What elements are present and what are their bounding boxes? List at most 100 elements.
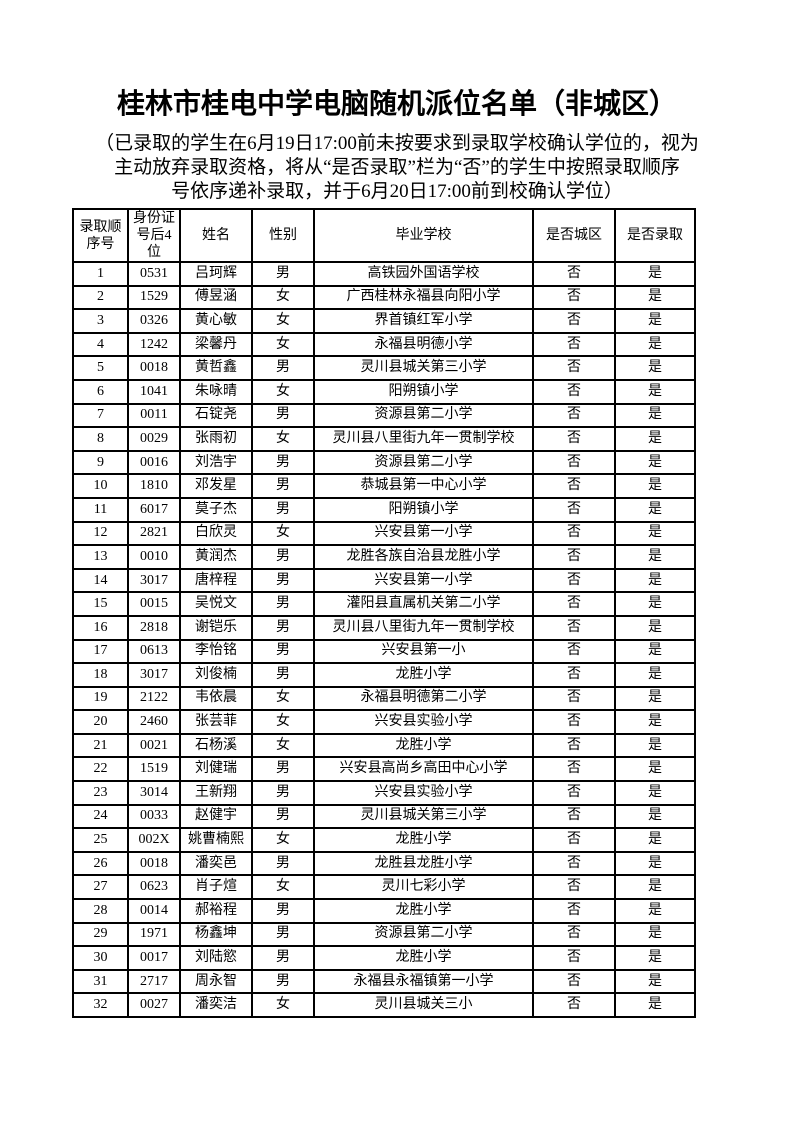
column-header-id-last4: 身份证号后4位 (127, 208, 181, 263)
cell-order: 5 (72, 355, 129, 381)
cell-is-admitted: 是 (614, 685, 696, 712)
cell-gender: 男 (251, 614, 315, 641)
cell-order: 18 (72, 662, 129, 688)
cell-school: 龙胜县龙胜小学 (313, 850, 534, 877)
cell-order: 16 (72, 614, 129, 641)
cell-id-last4: 0014 (127, 898, 181, 924)
cell-id-last4: 1519 (127, 756, 181, 783)
table-body: 1 0531 吕珂辉男高铁园外国语学校否是 2 1529 傅昱涵女广西桂林永福县向阳小学否… (72, 261, 696, 1018)
cell-school: 阳朔镇小学 (313, 378, 534, 405)
cell-school: 兴安县实验小学 (313, 709, 534, 735)
cell-name: 潘奕洁 (179, 992, 253, 1018)
cell-is-urban: 否 (532, 780, 616, 806)
cell-name: 吴悦文 (179, 591, 253, 617)
cell-name: 刘俊楠 (179, 662, 253, 688)
column-header-gender: 性别 (251, 208, 315, 263)
cell-name: 白欣灵 (179, 520, 253, 547)
cell-is-admitted: 是 (614, 308, 696, 334)
cell-name: 黄哲鑫 (179, 355, 253, 381)
cell-id-last4: 0016 (127, 449, 181, 476)
cell-gender: 男 (251, 921, 315, 948)
cell-name: 谢铠乐 (179, 614, 253, 641)
cell-school: 龙胜各族自治县龙胜小学 (313, 544, 534, 570)
cell-is-urban: 否 (532, 378, 616, 405)
table-row: 15 0015 吴悦文男灌阳县直属机关第二小学否是 (72, 591, 696, 617)
cell-id-last4: 2460 (127, 709, 181, 735)
cell-id-last4: 0017 (127, 945, 181, 971)
cell-id-last4: 2717 (127, 968, 181, 995)
table-row: 19 2122 韦依晨女永福县明德第二小学否是 (72, 685, 696, 712)
cell-id-last4: 2818 (127, 614, 181, 641)
cell-is-urban: 否 (532, 544, 616, 570)
cell-is-admitted: 是 (614, 898, 696, 924)
cell-gender: 女 (251, 685, 315, 712)
table-row: 24 0033 赵健宇男灵川县城关第三小学否是 (72, 803, 696, 830)
cell-order: 10 (72, 473, 129, 499)
table-row: 7 0011 石锭尧男资源县第二小学否是 (72, 402, 696, 429)
cell-id-last4: 0015 (127, 591, 181, 617)
allocation-table: 录取顺序号 身份证号后4位 姓名 性别 毕业学校 是否城区 是否录取 1 0531 吕珂辉男高铁… (72, 208, 696, 1018)
cell-is-admitted: 是 (614, 874, 696, 901)
cell-is-admitted: 是 (614, 355, 696, 381)
cell-id-last4: 2821 (127, 520, 181, 547)
cell-is-admitted: 是 (614, 732, 696, 759)
cell-name: 唐梓程 (179, 567, 253, 594)
cell-name: 王新翔 (179, 780, 253, 806)
cell-gender: 男 (251, 473, 315, 499)
cell-name: 韦依晨 (179, 685, 253, 712)
cell-is-admitted: 是 (614, 544, 696, 570)
cell-is-urban: 否 (532, 449, 616, 476)
cell-school: 灵川县城关第三小学 (313, 355, 534, 381)
cell-is-admitted: 是 (614, 780, 696, 806)
cell-gender: 男 (251, 780, 315, 806)
cell-is-admitted: 是 (614, 378, 696, 405)
cell-order: 29 (72, 921, 129, 948)
cell-is-admitted: 是 (614, 402, 696, 429)
cell-gender: 女 (251, 426, 315, 452)
cell-id-last4: 3017 (127, 662, 181, 688)
cell-name: 石锭尧 (179, 402, 253, 429)
table-row: 25 002X 姚曹楠熙女龙胜小学否是 (72, 827, 696, 853)
table-row: 2 1529 傅昱涵女广西桂林永福县向阳小学否是 (72, 284, 696, 311)
cell-is-urban: 否 (532, 921, 616, 948)
cell-gender: 男 (251, 945, 315, 971)
cell-is-urban: 否 (532, 473, 616, 499)
cell-order: 32 (72, 992, 129, 1018)
cell-is-admitted: 是 (614, 709, 696, 735)
cell-order: 12 (72, 520, 129, 547)
cell-id-last4: 0531 (127, 261, 181, 287)
cell-is-admitted: 是 (614, 261, 696, 287)
page-title: 桂林市桂电中学电脑随机派位名单（非城区） (116, 89, 677, 120)
cell-id-last4: 1529 (127, 284, 181, 311)
cell-gender: 男 (251, 756, 315, 783)
cell-is-urban: 否 (532, 968, 616, 995)
table-row: 32 0027 潘奕洁女灵川县城关三小否是 (72, 992, 696, 1018)
cell-is-urban: 否 (532, 803, 616, 830)
cell-id-last4: 1810 (127, 473, 181, 499)
cell-name: 潘奕邑 (179, 850, 253, 877)
cell-is-admitted: 是 (614, 496, 696, 523)
cell-school: 恭城县第一中心小学 (313, 473, 534, 499)
cell-is-urban: 否 (532, 709, 616, 735)
table-row: 1 0531 吕珂辉男高铁园外国语学校否是 (72, 261, 696, 287)
cell-order: 28 (72, 898, 129, 924)
cell-order: 9 (72, 449, 129, 476)
cell-id-last4: 3014 (127, 780, 181, 806)
cell-is-urban: 否 (532, 520, 616, 547)
cell-is-admitted: 是 (614, 614, 696, 641)
cell-id-last4: 0623 (127, 874, 181, 901)
cell-is-admitted: 是 (614, 331, 696, 358)
cell-gender: 女 (251, 331, 315, 358)
table-row: 8 0029 张雨初女灵川县八里街九年一贯制学校否是 (72, 426, 696, 452)
cell-gender: 男 (251, 803, 315, 830)
table-row: 11 6017 莫子杰男阳朔镇小学否是 (72, 496, 696, 523)
cell-id-last4: 0010 (127, 544, 181, 570)
cell-school: 灵川县八里街九年一贯制学校 (313, 426, 534, 452)
cell-order: 4 (72, 331, 129, 358)
table-row: 9 0016 刘浩宇男资源县第二小学否是 (72, 449, 696, 476)
cell-gender: 男 (251, 898, 315, 924)
cell-gender: 男 (251, 355, 315, 381)
cell-name: 梁馨丹 (179, 331, 253, 358)
cell-order: 17 (72, 638, 129, 665)
